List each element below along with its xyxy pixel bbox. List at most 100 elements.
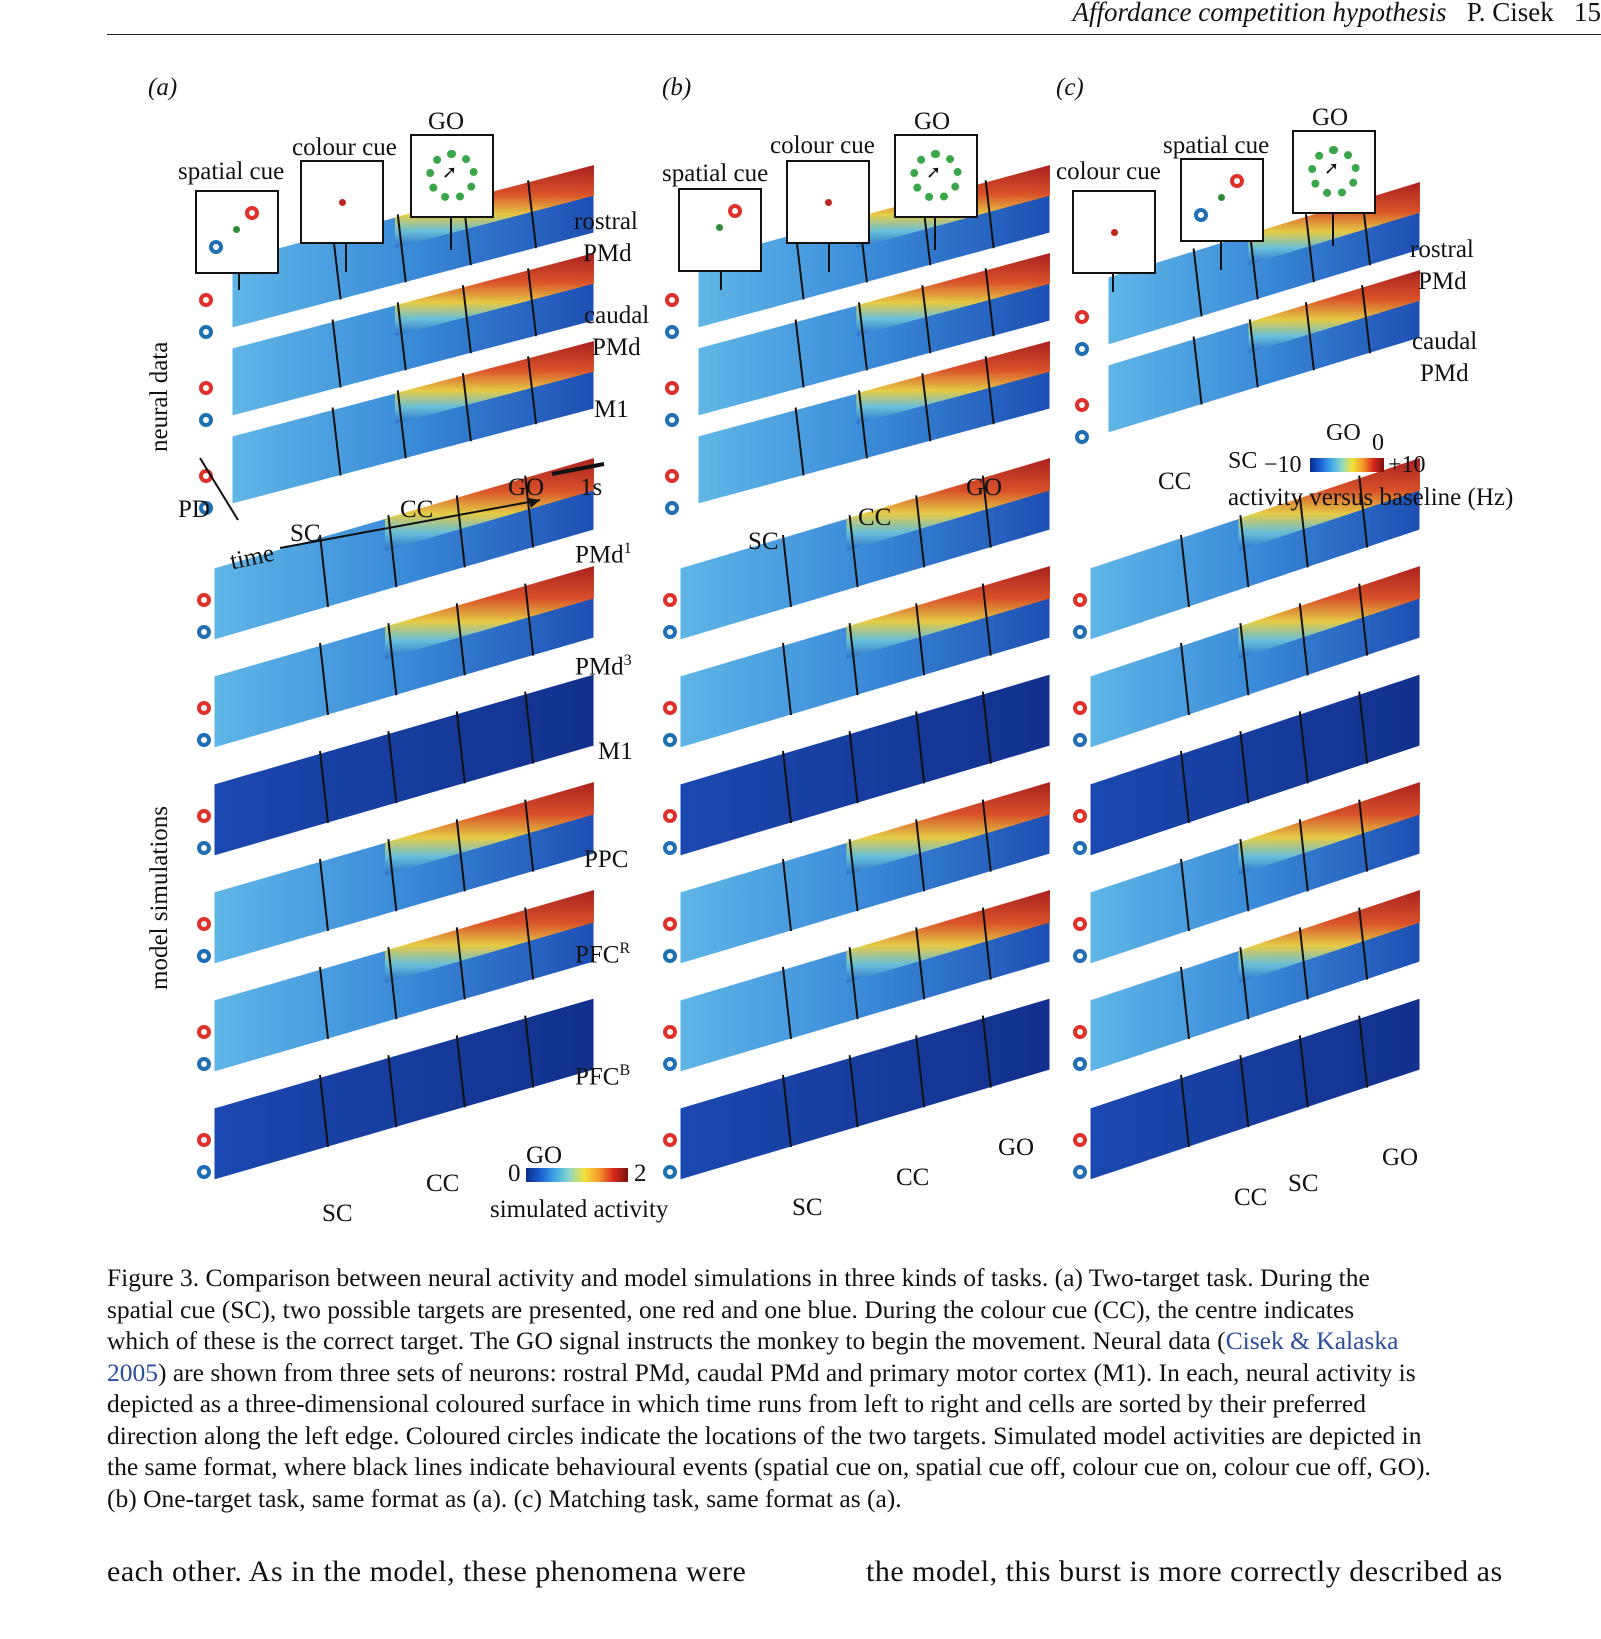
c-rostral-pmd-label: PMd	[1418, 268, 1467, 295]
b-model-sc-label: SC	[792, 1194, 823, 1221]
b-neural-surface-2-activity	[856, 253, 1050, 336]
c-model-2-red-ring	[1073, 701, 1087, 715]
a-model-surface-5-event-line	[524, 907, 535, 980]
b-model-surface-2-event-line	[782, 642, 792, 716]
c-neural-1-red-ring	[1075, 310, 1089, 324]
a-model-surface-1-event-line	[455, 495, 466, 568]
neural-cbar-min: −10	[1264, 452, 1302, 478]
cursor-arrow-icon: ➚	[442, 162, 458, 182]
a-caudal-label: caudal	[584, 302, 650, 329]
c-cc-label: CC	[1158, 468, 1192, 495]
b-sc-label: SC	[748, 528, 779, 555]
c-neural-1-blue-ring	[1075, 342, 1089, 356]
c-model-surface-5-event-line	[1180, 966, 1190, 1040]
neural-cbar-max: +10	[1388, 452, 1426, 478]
b-model-2-red-ring	[663, 701, 677, 715]
a-neural-surface-2-activity	[394, 253, 594, 336]
b-model-surface-3-event-line	[782, 750, 792, 824]
c-neural-2-red-ring	[1075, 398, 1089, 412]
c-model-4-blue-ring	[1073, 949, 1087, 963]
c-rostral-label: rostral	[1410, 236, 1474, 263]
citation-year-link[interactable]: 2005	[107, 1357, 158, 1387]
model-cbar-max: 2	[634, 1160, 647, 1187]
b-model-6-red-ring	[663, 1133, 677, 1147]
a-model-surface-3-event-line	[319, 750, 329, 824]
c-go-label: GO	[1312, 104, 1349, 131]
citation-link[interactable]: Cisek & Kalaska	[1225, 1326, 1399, 1355]
c-colour-cue-label: colour cue	[1056, 158, 1161, 185]
caption-line-8: (b) One-target task, same format as (a).…	[107, 1483, 902, 1513]
c-spatial-cue-label: spatial cue	[1163, 132, 1270, 159]
neural-colorbar	[1310, 458, 1384, 472]
b-colour-cue-box	[786, 160, 870, 244]
a-model-surface-1-event-line	[524, 475, 535, 548]
a-model-5-blue-ring	[197, 1057, 211, 1071]
a-model-1-red-ring	[197, 593, 211, 607]
a-rostral-pmd-label: PMd	[583, 240, 632, 267]
a-model-surface-5-event-line	[319, 966, 329, 1040]
c-model-surface-5-activity	[1238, 890, 1420, 983]
b-model-surface-2-event-line	[915, 603, 926, 676]
c-neural-surface-1-event-line	[1192, 248, 1203, 317]
running-header: Affordance competition hypothesis P. Cis…	[107, 0, 1601, 35]
b-model-5-red-ring	[663, 1025, 677, 1039]
a-ppc-label: PPC	[584, 846, 629, 873]
red-centre-icon	[1111, 229, 1118, 236]
c-model-surface-5-event-line	[1298, 927, 1309, 1000]
b-model-cc-label: CC	[896, 1164, 930, 1191]
a-go-label: GO	[428, 108, 465, 135]
c-model-surface-4-event-line	[1239, 839, 1250, 912]
c-colour-cue-box	[1072, 190, 1156, 274]
b-go-box: ➚	[894, 134, 978, 218]
c-model-surface-2-event-line	[1239, 623, 1250, 696]
c-model-surface-1-activity	[1238, 458, 1420, 551]
c-neural-surface-2-event-line	[1304, 302, 1315, 371]
a-model-cc-label: CC	[426, 1170, 460, 1197]
body-text-right: the model, this burst is more correctly …	[866, 1555, 1503, 1588]
c-neural-surface-2-event-line	[1248, 319, 1259, 388]
caption-line-3: which of these is the correct target. Th…	[107, 1326, 1399, 1355]
a-neural-surface-1-activity	[394, 165, 594, 248]
a-neural-surface-1-event-line	[527, 180, 538, 249]
a-m1-label: M1	[594, 396, 629, 423]
c-model-surface-4-event-line	[1180, 858, 1190, 932]
b-model-surface-1-event-line	[782, 534, 792, 608]
c-model-surface-4-event-line	[1358, 799, 1369, 872]
a-sc-label: SC	[290, 520, 321, 547]
b-spatial-stem	[720, 270, 722, 290]
b-model-surface-1-event-line	[915, 495, 926, 568]
a-model-6-red-ring	[197, 1133, 211, 1147]
a-model-sc-label: SC	[322, 1200, 353, 1227]
a-model-m1-label: M1	[598, 738, 633, 765]
a-model-surface-6-event-line	[524, 1015, 535, 1088]
fixation-dot-icon	[716, 224, 723, 231]
a-colour-cue-box	[300, 160, 384, 244]
c-model-surface-1-event-line	[1358, 475, 1369, 548]
a-model-5-red-ring	[197, 1025, 211, 1039]
page-number: 15	[1574, 0, 1601, 27]
b-model-surface-5-event-line	[981, 907, 992, 980]
red-target-icon	[1230, 174, 1244, 188]
a-model-3-red-ring	[197, 809, 211, 823]
c-model-1-red-ring	[1073, 593, 1087, 607]
caption-line-6: direction along the left edge. Coloured …	[107, 1420, 1422, 1450]
panel-a-label: (a)	[148, 74, 178, 101]
c-model-surface-5-event-line	[1239, 947, 1250, 1020]
a-model-surface-6	[213, 997, 595, 1181]
b-model-surface-4-activity	[846, 782, 1050, 875]
b-model-surface-2-activity	[846, 566, 1050, 659]
a-model-surface-3-event-line	[387, 731, 398, 804]
b-model-surface-5-event-line	[915, 927, 926, 1000]
model-simulations-label: model simulations	[146, 805, 173, 990]
c-neural-surface-2-event-line	[1361, 285, 1372, 354]
time-axis-arrow	[279, 499, 541, 549]
c-neural-2-blue-ring	[1075, 430, 1089, 444]
c-neural-surface-2-event-line	[1192, 336, 1203, 405]
a-model-surface-4-event-line	[319, 858, 329, 932]
a-model-surface-6-event-line	[319, 1074, 329, 1148]
c-go-stem	[1332, 212, 1334, 246]
a-model-2-blue-ring	[197, 733, 211, 747]
panel-b-label: (b)	[662, 74, 692, 101]
b-spatial-cue-label: spatial cue	[662, 160, 769, 187]
a-spatial-cue-label: spatial cue	[178, 158, 285, 185]
